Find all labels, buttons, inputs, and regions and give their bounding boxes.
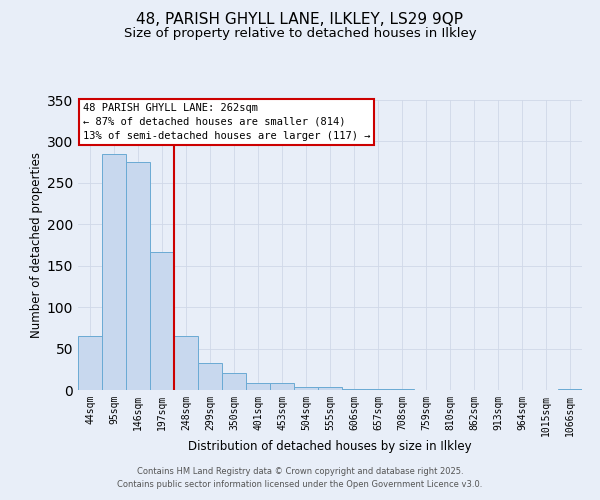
X-axis label: Distribution of detached houses by size in Ilkley: Distribution of detached houses by size …: [188, 440, 472, 453]
Bar: [198, 362, 222, 390]
Bar: [174, 336, 198, 390]
Text: Size of property relative to detached houses in Ilkley: Size of property relative to detached ho…: [124, 28, 476, 40]
Bar: [270, 384, 294, 390]
Text: Contains HM Land Registry data © Crown copyright and database right 2025.: Contains HM Land Registry data © Crown c…: [137, 467, 463, 476]
Text: 48, PARISH GHYLL LANE, ILKLEY, LS29 9QP: 48, PARISH GHYLL LANE, ILKLEY, LS29 9QP: [137, 12, 464, 28]
Text: Contains public sector information licensed under the Open Government Licence v3: Contains public sector information licen…: [118, 480, 482, 489]
Bar: [318, 386, 342, 390]
Bar: [246, 382, 270, 390]
Text: 48 PARISH GHYLL LANE: 262sqm
← 87% of detached houses are smaller (814)
13% of s: 48 PARISH GHYLL LANE: 262sqm ← 87% of de…: [83, 103, 371, 141]
Bar: [558, 389, 582, 390]
Bar: [342, 389, 366, 390]
Bar: [390, 389, 414, 390]
Bar: [222, 374, 246, 390]
Bar: [366, 389, 390, 390]
Bar: [102, 154, 126, 390]
Bar: [78, 336, 102, 390]
Bar: [126, 162, 150, 390]
Y-axis label: Number of detached properties: Number of detached properties: [29, 152, 43, 338]
Bar: [294, 386, 318, 390]
Bar: [150, 252, 174, 390]
